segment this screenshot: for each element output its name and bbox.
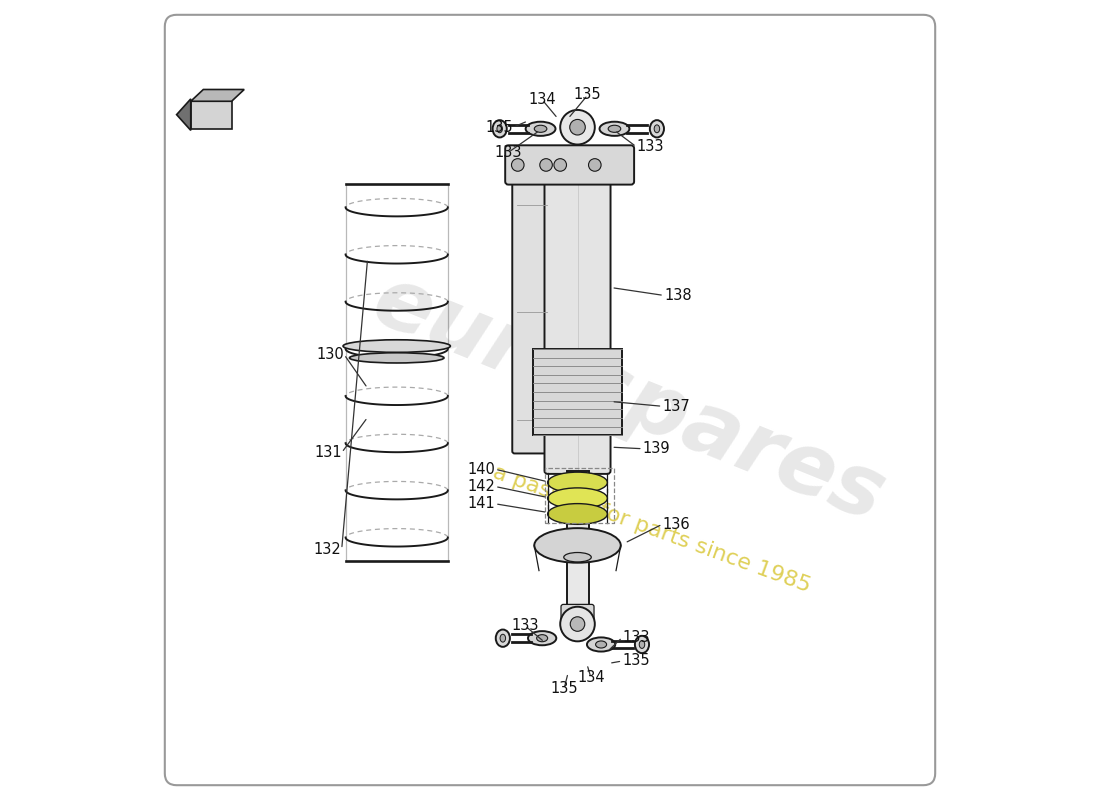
Text: 137: 137 (662, 398, 690, 414)
Text: 134: 134 (528, 92, 556, 107)
Ellipse shape (650, 120, 664, 138)
Ellipse shape (639, 641, 645, 649)
Text: 130: 130 (317, 347, 344, 362)
Ellipse shape (548, 472, 607, 493)
Text: 136: 136 (662, 517, 690, 532)
Ellipse shape (608, 126, 620, 132)
Ellipse shape (535, 528, 620, 562)
Text: eurospares: eurospares (361, 259, 896, 541)
Ellipse shape (654, 125, 660, 133)
Ellipse shape (528, 631, 557, 646)
Text: 133: 133 (512, 618, 539, 633)
Circle shape (560, 606, 595, 642)
Ellipse shape (595, 641, 606, 648)
Text: 135: 135 (574, 87, 602, 102)
Ellipse shape (600, 122, 629, 136)
FancyBboxPatch shape (513, 179, 551, 454)
Text: 133: 133 (637, 139, 664, 154)
Polygon shape (190, 90, 244, 102)
Ellipse shape (564, 553, 592, 562)
Bar (534, 349, 622, 435)
Text: 132: 132 (314, 542, 342, 557)
Text: 133: 133 (495, 145, 522, 160)
Ellipse shape (496, 630, 510, 647)
Ellipse shape (537, 634, 548, 642)
Ellipse shape (500, 634, 506, 642)
Circle shape (512, 158, 524, 171)
FancyBboxPatch shape (505, 146, 634, 185)
Ellipse shape (526, 122, 556, 136)
Text: 141: 141 (468, 496, 495, 511)
Circle shape (540, 158, 552, 171)
Text: 135: 135 (550, 681, 578, 696)
Text: 140: 140 (468, 462, 495, 477)
Ellipse shape (535, 126, 547, 132)
Ellipse shape (350, 353, 444, 363)
Text: 142: 142 (468, 479, 495, 494)
Text: 138: 138 (664, 288, 692, 303)
Ellipse shape (635, 636, 649, 653)
Text: 131: 131 (315, 445, 342, 460)
Ellipse shape (548, 504, 607, 524)
Polygon shape (190, 102, 232, 129)
Ellipse shape (497, 125, 503, 133)
Circle shape (588, 158, 601, 171)
Ellipse shape (493, 120, 507, 138)
FancyBboxPatch shape (561, 604, 594, 626)
Ellipse shape (587, 638, 615, 651)
Text: 135: 135 (623, 654, 650, 669)
Ellipse shape (548, 488, 607, 509)
Circle shape (570, 617, 585, 631)
Circle shape (570, 119, 585, 135)
Ellipse shape (343, 340, 450, 352)
Circle shape (560, 110, 595, 145)
FancyBboxPatch shape (165, 15, 935, 785)
Text: a passion for parts since 1985: a passion for parts since 1985 (491, 462, 814, 597)
Text: 134: 134 (578, 670, 605, 685)
Text: 133: 133 (623, 630, 650, 645)
Bar (566, 470, 588, 608)
Text: 135: 135 (485, 120, 513, 134)
Polygon shape (177, 99, 190, 130)
Text: 139: 139 (642, 442, 670, 456)
FancyBboxPatch shape (544, 178, 610, 474)
Circle shape (554, 158, 566, 171)
